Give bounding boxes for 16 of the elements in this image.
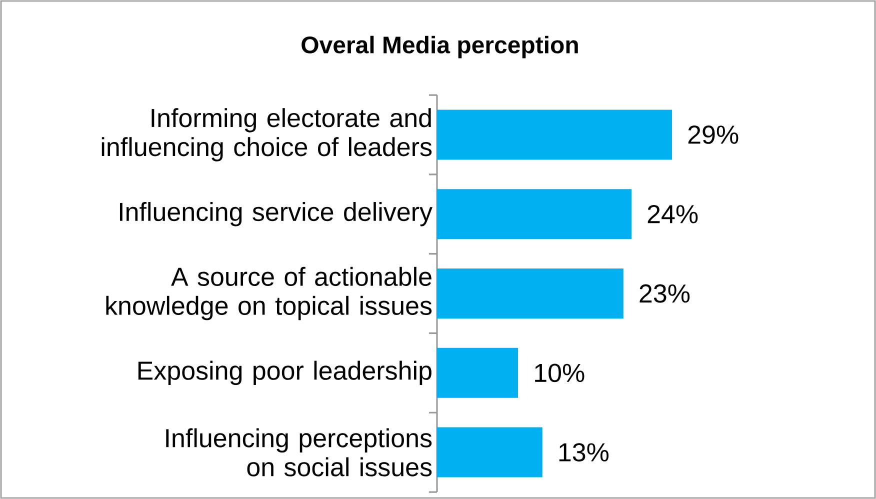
bar (437, 268, 624, 319)
bar (437, 189, 632, 240)
data-label: 29% (688, 126, 738, 144)
bar (437, 348, 518, 398)
data-label: 10% (535, 364, 584, 382)
y-tick-label: Informing electorate and influencing choice of leaders (102, 108, 432, 162)
y-tick-label: A source of actionable knowledge on topical issues (106, 266, 432, 320)
chart-title: Overal Media perception (302, 36, 578, 58)
data-label: 13% (559, 443, 609, 462)
bar (437, 110, 672, 160)
data-label: 23% (640, 284, 690, 303)
y-tick-label: Influencing service delivery (120, 202, 432, 226)
bar (437, 427, 542, 478)
y-tick-label: Influencing perceptions on social issues (166, 428, 432, 476)
data-label: 24% (648, 204, 698, 224)
y-tick-label: Exposing poor leadership (138, 360, 432, 386)
